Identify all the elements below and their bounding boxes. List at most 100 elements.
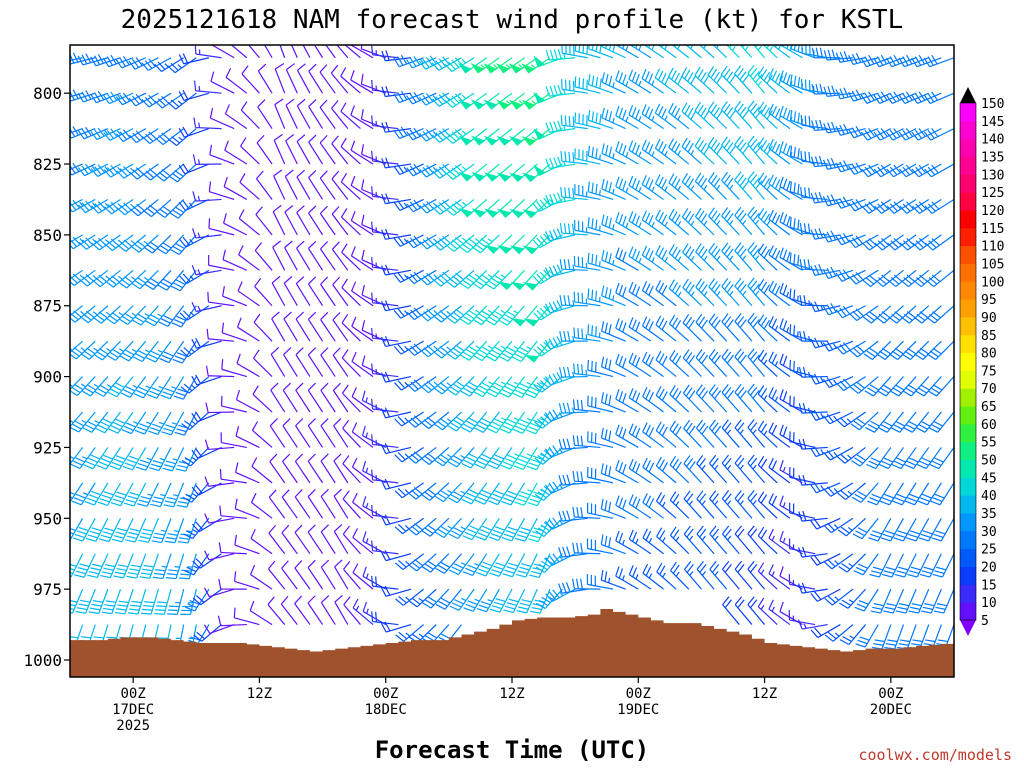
wind-barb: [459, 305, 488, 325]
wind-barb: [615, 212, 639, 236]
wind-barb: [446, 269, 475, 288]
wind-barb: [209, 108, 235, 130]
wind-barb: [587, 467, 614, 484]
wind-barb: [342, 419, 361, 448]
wind-barb: [559, 259, 588, 271]
wind-barb: [502, 553, 526, 578]
wind-barb: [694, 66, 715, 94]
wind-barb: [208, 181, 235, 201]
wind-barb: [668, 173, 690, 200]
wind-barb: [496, 199, 526, 218]
wind-barb: [371, 150, 399, 165]
wind-barb: [407, 376, 437, 392]
wind-barb: [179, 553, 197, 580]
wind-barb: [435, 553, 462, 574]
wind-barb: [233, 607, 260, 626]
wind-barb: [932, 553, 954, 578]
wind-barb: [668, 138, 690, 165]
wind-barb: [487, 447, 513, 470]
wind-barb: [601, 178, 626, 201]
wind-barb: [757, 208, 778, 236]
wind-barb: [734, 348, 753, 377]
wind-barb: [70, 624, 71, 627]
wind-barb: [669, 455, 690, 484]
wind-barb: [721, 313, 740, 342]
wind-barb: [709, 490, 728, 519]
wind-barb: [448, 482, 475, 504]
wind-barb: [681, 208, 702, 236]
wind-barb: [789, 395, 816, 413]
wind-barb: [70, 270, 71, 272]
wind-barb: [350, 105, 374, 130]
wind-barb: [296, 169, 311, 200]
wind-barb: [295, 276, 311, 307]
wind-barb: [219, 468, 247, 484]
wind-barb: [559, 222, 588, 236]
wind-barb: [445, 163, 475, 180]
wind-barb: [178, 163, 210, 175]
wind-barb: [193, 80, 222, 94]
wind-barb: [586, 502, 614, 519]
wind-barb: [167, 588, 185, 615]
x-axis-label: Forecast Time (UTC): [375, 736, 650, 764]
wind-barb: [708, 242, 728, 271]
wind-barb: [747, 206, 766, 236]
wind-barb: [351, 422, 374, 448]
wind-barb: [319, 64, 336, 94]
wind-barb: [757, 278, 778, 307]
wind-barb: [475, 517, 500, 541]
wind-barb: [333, 418, 349, 448]
wind-barb: [444, 92, 475, 109]
wind-barb: [695, 243, 715, 271]
wind-barb: [722, 560, 740, 590]
wind-barb: [835, 340, 866, 355]
wind-barb: [512, 376, 538, 399]
wind-barb: [558, 438, 588, 450]
wind-barb: [115, 92, 147, 106]
wind-barb: [873, 163, 904, 178]
wind-barb: [161, 411, 185, 436]
wind-barb: [210, 71, 235, 94]
wind-barb: [628, 211, 652, 236]
wind-barb: [192, 588, 222, 606]
wind-barb: [696, 455, 715, 484]
wind-barb: [615, 460, 639, 484]
wind-barb: [350, 45, 374, 59]
wind-barb: [757, 456, 778, 484]
wind-barb: [449, 588, 475, 611]
wind-barb: [419, 305, 450, 322]
wind-barb: [333, 453, 349, 484]
wind-barb: [253, 313, 273, 342]
wind-barb: [933, 588, 954, 614]
colorbar-swatch: [960, 388, 976, 407]
wind-barb: [488, 482, 513, 506]
wind-barb: [334, 559, 349, 590]
wind-barb: [532, 197, 563, 212]
wind-barb: [545, 192, 576, 206]
wind-barb: [182, 482, 210, 503]
wind-barb: [908, 588, 930, 614]
wind-barb: [70, 553, 84, 578]
wind-barb: [79, 305, 109, 324]
wind-barb: [380, 371, 412, 383]
wind-barb: [204, 513, 235, 524]
wind-barb: [122, 447, 147, 471]
wind-barb: [628, 529, 652, 555]
wind-barb: [544, 300, 576, 314]
colorbar-swatch: [960, 584, 976, 603]
wind-barb: [486, 376, 513, 398]
wind-barb: [332, 276, 349, 307]
wind-barb: [810, 409, 841, 421]
wind-barb: [281, 560, 298, 590]
wind-barb: [90, 90, 121, 104]
colorbar-label: 80: [981, 347, 997, 362]
colorbar-swatch: [960, 459, 976, 478]
wind-barb: [877, 376, 904, 397]
wind-barb: [628, 175, 652, 200]
wind-barb: [333, 524, 349, 555]
wind-barb: [747, 64, 766, 94]
wind-barb: [757, 314, 778, 342]
wind-barb: [822, 376, 854, 388]
wind-barb: [683, 525, 702, 555]
wind-barb: [810, 553, 841, 566]
